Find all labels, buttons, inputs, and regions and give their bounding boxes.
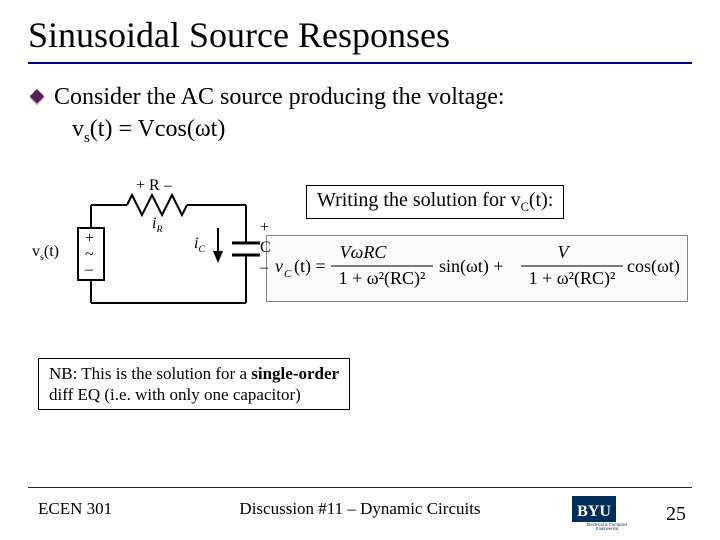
- page-number: 25: [666, 503, 686, 526]
- formula-box: v C (t) = VωRC 1 + ω²(RC)² sin(ωt) + V 1…: [266, 235, 688, 302]
- formula-svg: v C (t) = VωRC 1 + ω²(RC)² sin(ωt) + V 1…: [267, 238, 687, 294]
- iR-label: iR: [152, 215, 163, 235]
- circuit-diagram: vs(t) + ~ – + R – iR iC + C –: [38, 173, 278, 338]
- svg-text:cos(ωt): cos(ωt): [627, 256, 680, 277]
- diamond-bullet-icon: [28, 89, 46, 107]
- footer-left: ECEN 301: [38, 499, 112, 519]
- svg-text:1 + ω²(RC)²: 1 + ω²(RC)²: [339, 268, 426, 289]
- source-minus: –: [85, 261, 93, 279]
- byu-logo: BYU Electrical & Computer Engineering: [572, 496, 642, 530]
- equation-vs: vs(t) = Vcos(ωt): [72, 116, 692, 147]
- svg-text:C: C: [284, 268, 292, 280]
- svg-text:(t) =: (t) =: [294, 256, 326, 277]
- solution-caption-pre: Writing the solution for: [317, 189, 511, 211]
- cap-minus: –: [260, 259, 268, 277]
- nb-line1-bold: single-order: [251, 364, 339, 383]
- vs-label: vs(t): [32, 243, 59, 263]
- iC-label: iC: [194, 235, 205, 255]
- nb-line1-pre: NB: This is the solution for a: [49, 364, 251, 383]
- svg-text:VωRC: VωRC: [340, 242, 388, 262]
- nb-line2: diff EQ (i.e. with only one capacitor): [49, 385, 301, 404]
- svg-text:Engineering: Engineering: [596, 526, 619, 530]
- cap-plus: +: [260, 219, 269, 237]
- svg-text:1 + ω²(RC)²: 1 + ω²(RC)²: [529, 268, 616, 289]
- bullet-1-text: Consider the AC source producing the vol…: [54, 82, 505, 112]
- solution-caption-post: :: [548, 189, 554, 211]
- slide-title: Sinusoidal Source Responses: [28, 14, 692, 64]
- svg-text:V: V: [558, 242, 571, 262]
- resistor-label: + R –: [136, 177, 172, 195]
- bullet-1: Consider the AC source producing the vol…: [28, 82, 692, 112]
- svg-text:BYU: BYU: [577, 503, 611, 520]
- svg-text:sin(ωt) +: sin(ωt) +: [439, 256, 504, 277]
- nb-box: NB: This is the solution for a single-or…: [38, 358, 350, 411]
- footer: ECEN 301 Discussion #11 – Dynamic Circui…: [28, 492, 692, 526]
- footer-rule: [28, 487, 692, 488]
- solution-caption-vc: vC(t): [511, 189, 548, 211]
- solution-caption-box: Writing the solution for vC(t):: [306, 185, 564, 219]
- cap-C: C: [260, 239, 271, 257]
